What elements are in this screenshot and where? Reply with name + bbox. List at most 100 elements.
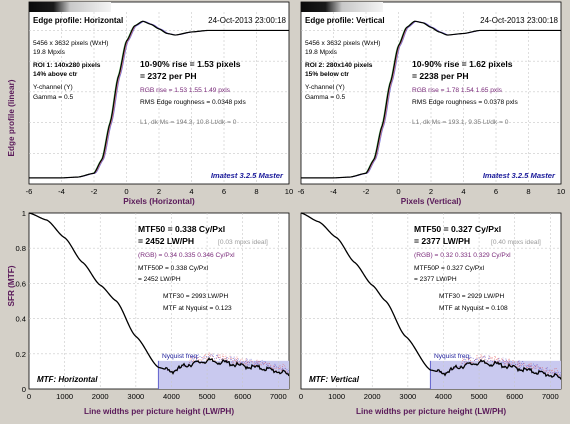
rgb-mtf50: (RGB) = 0.32 0.331 0.329 Cy/Pxl: [414, 252, 511, 259]
rise-line1: 10-90% rise = 1.62 pixels: [412, 59, 513, 69]
gamma: Gamma = 0.5: [305, 94, 345, 101]
panel-date: 24-Oct-2013 23:00:18: [480, 16, 558, 25]
mtf50p-line1: MTF50P = 0.327 Cy/Pxl: [414, 265, 485, 272]
nyquist-label: Nyquist freq.: [162, 353, 199, 360]
x-tick-label: -2: [91, 187, 98, 196]
xlabel: Pixels (Horizontal): [123, 197, 195, 206]
mtf50p-line2: = 2452 LW/PH: [138, 276, 181, 283]
x-tick-label: -6: [298, 187, 305, 196]
x-tick-label: 5000: [471, 392, 488, 401]
edge-thumbnail: [29, 2, 111, 12]
rise-line2: = 2372 per PH: [140, 71, 197, 81]
ylabel-top: Edge profile (linear): [7, 79, 16, 156]
l1-stats: L1, dk Ms = 194.3, 10.8 Lt/dk = 0: [140, 119, 237, 126]
x-tick-label: 4: [189, 187, 193, 196]
x-tick-label: -2: [363, 187, 370, 196]
rise-line2: = 2238 per PH: [412, 71, 469, 81]
x-tick-label: 7000: [270, 392, 287, 401]
x-tick-label: 4000: [163, 392, 180, 401]
mtf30: MTF30 = 2993 LW/PH: [163, 293, 229, 300]
y-tick-label: 0: [22, 385, 26, 394]
rgb-rise: RGB rise = 1.53 1.55 1.49 pxls: [140, 87, 231, 94]
panel-mtf-vertical: MTF50 = 0.327 Cy/Pxl = 2377 LW/PH [0.40 …: [299, 212, 562, 416]
edge-thumbnail: [301, 2, 383, 12]
brand-label: Imatest 3.2.5 Master: [211, 171, 284, 180]
image-size: 5456 x 3632 pixels (WxH): [305, 40, 381, 47]
image-mpxls: 19.8 Mpxls: [305, 49, 338, 56]
rgb-mtf50: (RGB) = 0.34 0.335 0.346 Cy/Pxl: [138, 252, 235, 259]
x-tick-label: 1000: [328, 392, 345, 401]
gamma: Gamma = 0.5: [33, 94, 73, 101]
x-tick-label: 0: [124, 187, 128, 196]
x-tick-label: 10: [285, 187, 293, 196]
mtf-title: MTF: Horizontal: [37, 375, 98, 384]
edge-profile-series: [301, 20, 561, 179]
rise-line1: 10-90% rise = 1.53 pixels: [140, 59, 241, 69]
brand-label: Imatest 3.2.5 Master: [483, 171, 556, 180]
edge-profile-series: [29, 20, 289, 179]
mtf50-line2: = 2452 LW/PH: [138, 236, 194, 246]
x-tick-label: 4: [461, 187, 465, 196]
mtf-nyquist: MTF at Nyquist = 0.123: [163, 305, 232, 312]
l1-stats: L1, dk Ms = 193.1, 9.35 Lt/dk = 0: [412, 119, 509, 126]
ideal-note: [0.40 mpxs ideal]: [491, 239, 541, 246]
ylabel-bottom: SFR (MTF): [7, 265, 16, 306]
mtf30: MTF30 = 2929 LW/PH: [439, 293, 505, 300]
mtf50-line1: MTF50 = 0.338 Cy/Pxl: [138, 224, 225, 234]
x-tick-label: 0: [27, 392, 31, 401]
roi-label: ROI 1: 140x280 pixels: [33, 62, 101, 69]
roi-label: ROI 2: 280x140 pixels: [305, 62, 373, 69]
x-tick-label: 8: [526, 187, 530, 196]
x-tick-label: 2: [429, 187, 433, 196]
x-tick-label: 2000: [364, 392, 381, 401]
ideal-note: [0.03 mpxs ideal]: [218, 239, 268, 246]
nyquist-region: [158, 360, 289, 389]
x-tick-label: 0: [396, 187, 400, 196]
y-tick-label: 0.6: [15, 279, 26, 288]
image-mpxls: 19.8 Mpxls: [33, 49, 66, 56]
image-size: 5456 x 3632 pixels (WxH): [33, 40, 109, 47]
mtf50p-line2: = 2377 LW/PH: [414, 276, 457, 283]
mtf-channel-series: [28, 212, 290, 374]
x-tick-label: 1000: [56, 392, 73, 401]
roi-position: 15% below ctr: [305, 71, 349, 78]
x-tick-label: 7000: [542, 392, 559, 401]
x-tick-label: 6: [222, 187, 226, 196]
x-tick-label: 10: [557, 187, 565, 196]
panel-header: Edge profile: Vertical: [305, 16, 385, 25]
rgb-rise: RGB rise = 1.78 1.54 1.65 pxls: [412, 87, 503, 94]
x-tick-label: 4000: [435, 392, 452, 401]
x-tick-label: -4: [330, 187, 337, 196]
x-tick-label: 5000: [199, 392, 216, 401]
nyquist-region: [430, 360, 561, 389]
plot-area: [28, 212, 290, 390]
panel-edge-vertical: Edge profile: Vertical 24-Oct-2013 23:00…: [298, 1, 565, 206]
xlabel: Line widths per picture height (LW/PH): [84, 407, 234, 416]
x-tick-label: 3000: [399, 392, 416, 401]
x-tick-label: -4: [58, 187, 65, 196]
panel-header: Edge profile: Horizontal: [33, 16, 123, 25]
x-tick-label: 2: [157, 187, 161, 196]
x-tick-label: 6000: [234, 392, 251, 401]
y-tick-label: 0.4: [15, 315, 26, 324]
x-tick-label: 6000: [506, 392, 523, 401]
mtf-nyquist: MTF at Nyquist = 0.108: [439, 305, 508, 312]
panel-mtf-horizontal: MTF50 = 0.338 Cy/Pxl = 2452 LW/PH [0.03 …: [15, 209, 290, 416]
x-tick-label: -6: [26, 187, 33, 196]
mtf50-line2: = 2377 LW/PH: [414, 236, 470, 246]
plot-area: [300, 212, 562, 390]
y-tick-label: 1: [22, 209, 26, 218]
mtf50-line1: MTF50 = 0.327 Cy/Pxl: [414, 224, 501, 234]
rms-roughness: RMS Edge roughness = 0.0378 pxls: [412, 99, 518, 106]
xlabel: Line widths per picture height (LW/PH): [356, 407, 506, 416]
panel-edge-horizontal: Edge profile: Horizontal 24-Oct-2013 23:…: [26, 1, 293, 206]
roi-position: 14% above ctr: [33, 71, 78, 78]
mtf-series: [28, 212, 290, 377]
mtf-title: MTF: Vertical: [309, 375, 360, 384]
mtf50p-line1: MTF50P = 0.338 Cy/Pxl: [138, 265, 209, 272]
y-tick-label: 0.8: [15, 244, 26, 253]
panel-date: 24-Oct-2013 23:00:18: [208, 16, 286, 25]
nyquist-label: Nyquist freq.: [434, 353, 471, 360]
x-tick-label: 3000: [127, 392, 144, 401]
